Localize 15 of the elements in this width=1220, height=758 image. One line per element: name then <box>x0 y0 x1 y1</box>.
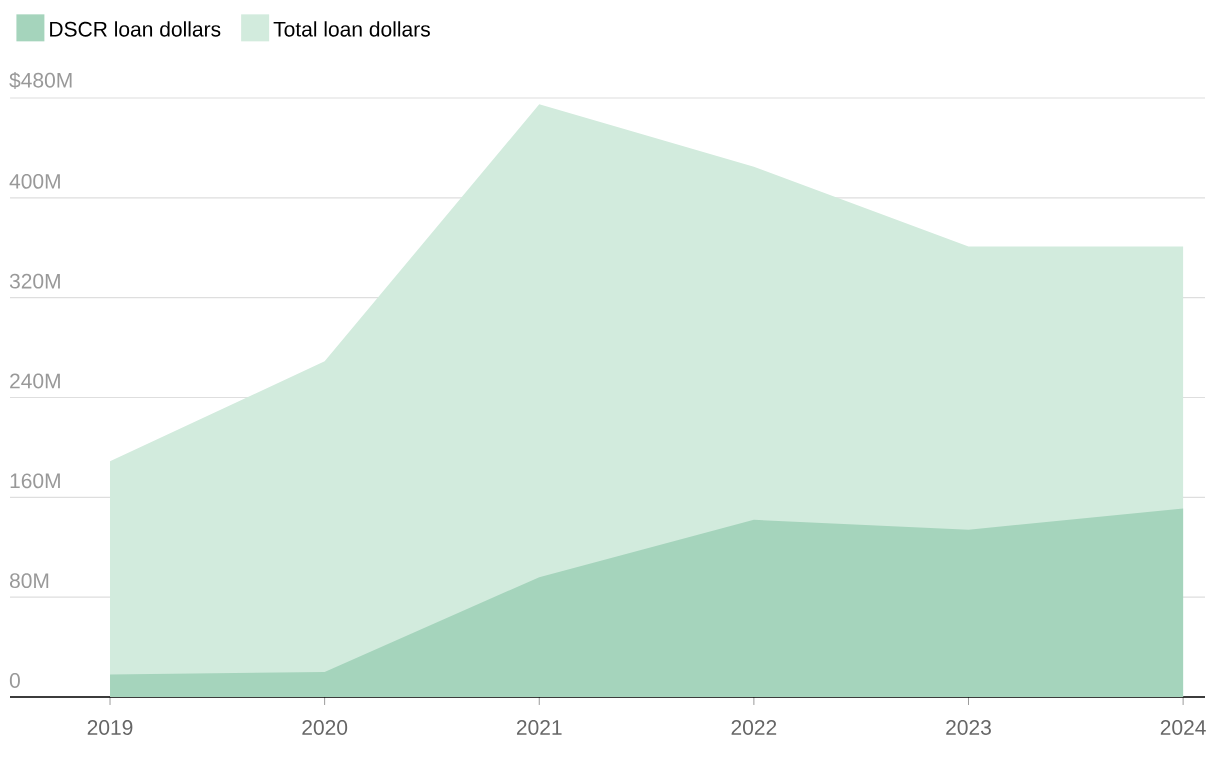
x-tick-label: 2024 <box>1160 720 1206 735</box>
y-tick-label: 80M <box>9 573 49 589</box>
x-tick-label: 2022 <box>731 720 777 735</box>
legend-label: Total loan dollars <box>273 21 430 37</box>
y-tick-label: 320M <box>9 273 60 289</box>
y-tick-label: 0 <box>9 673 20 688</box>
x-tick-label: 2023 <box>946 720 991 735</box>
x-tick-label: 2019 <box>87 720 133 735</box>
x-tick-label: 2021 <box>516 720 562 735</box>
legend-label: DSCR loan dollars <box>50 21 221 37</box>
y-tick-label: 400M <box>9 173 60 189</box>
y-tick-label: 160M <box>10 473 60 489</box>
x-tick-label: 2020 <box>302 720 348 735</box>
y-tick-label: 240M <box>10 373 60 389</box>
y-tick-label: $480M <box>9 71 72 89</box>
